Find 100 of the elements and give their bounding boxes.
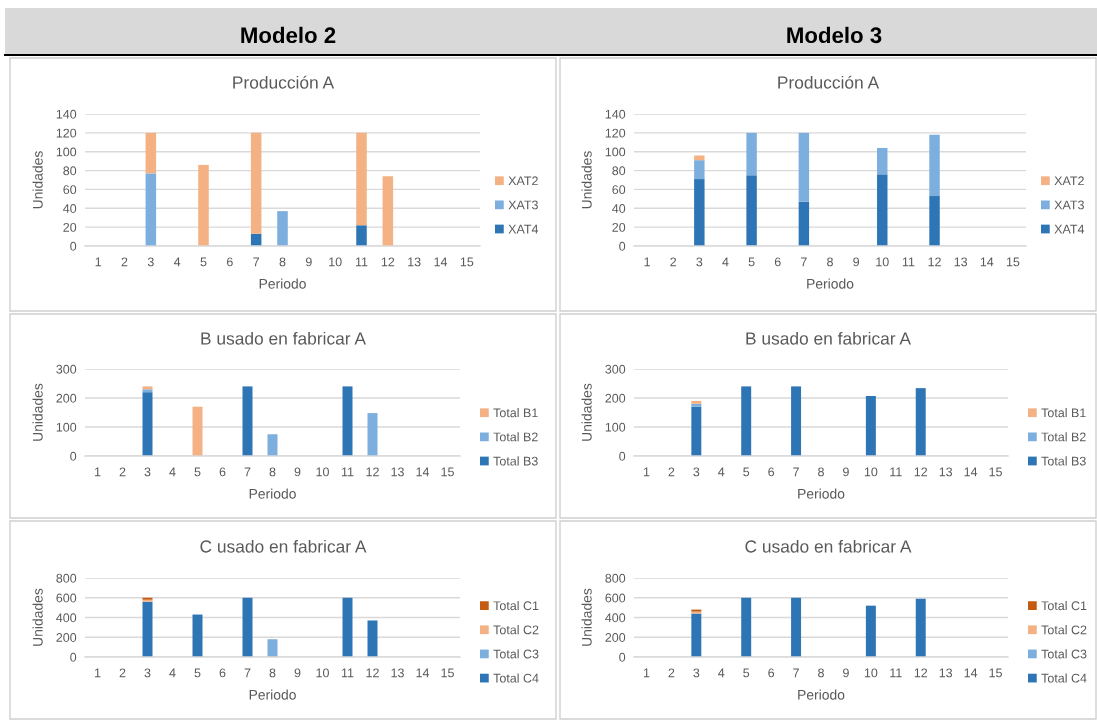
legend-label: Total C4 <box>493 673 539 683</box>
y-tick-label: 120 <box>605 128 626 138</box>
x-tick-label: 9 <box>853 257 860 267</box>
bar <box>356 132 367 226</box>
x-tick-label: 6 <box>768 668 775 678</box>
bar <box>929 134 940 197</box>
legend-label: XAT3 <box>508 200 538 210</box>
x-tick-label: 2 <box>119 467 126 477</box>
text: Modelo 2 <box>241 26 336 44</box>
x-tick-label: 12 <box>381 257 395 267</box>
bar <box>694 179 705 246</box>
x-tick-label: 15 <box>460 257 474 267</box>
legend-label: Total C1 <box>493 600 539 611</box>
legend-label: XAT2 <box>508 176 538 186</box>
x-tick-label: 4 <box>169 467 176 477</box>
y-tick-label: 800 <box>605 573 626 583</box>
legend-label: Total C2 <box>493 625 539 635</box>
x-tick-label: 7 <box>244 668 251 678</box>
x-tick-label: 7 <box>253 257 260 267</box>
x-tick-label: 3 <box>696 257 703 267</box>
x-tick-label: 12 <box>914 668 928 678</box>
y-axis-title: Unidades <box>581 151 592 209</box>
legend-label: Total C3 <box>1041 649 1087 659</box>
x-tick-label: 4 <box>722 257 729 267</box>
bar <box>746 132 757 176</box>
legend-label: Total B1 <box>1041 408 1086 418</box>
x-tick-label: 15 <box>1006 257 1020 267</box>
x-tick-label: 6 <box>226 257 233 267</box>
y-tick-label: 100 <box>605 422 626 432</box>
y-axis-title: Unidades <box>32 383 43 441</box>
x-tick-label: 6 <box>768 467 775 477</box>
bar <box>694 155 705 161</box>
bar <box>250 132 262 234</box>
x-tick-label: 7 <box>793 668 799 678</box>
y-tick-label: 400 <box>56 613 77 623</box>
x-tick-label: 3 <box>147 257 154 267</box>
x-tick-label: 9 <box>294 467 301 477</box>
x-tick-label: 13 <box>391 668 404 678</box>
legend-label: Total B1 <box>493 408 538 418</box>
x-tick-label: 2 <box>668 467 675 477</box>
x-tick-label: 5 <box>748 257 755 267</box>
y-tick-label: 80 <box>63 166 77 176</box>
x-tick-label: 11 <box>890 467 902 477</box>
x-tick-label: 13 <box>939 467 953 477</box>
y-tick-label: 200 <box>56 633 77 642</box>
y-tick-label: 100 <box>56 147 77 157</box>
x-axis-title: Periodo <box>249 689 296 700</box>
y-tick-label: 800 <box>56 573 77 583</box>
x-tick-label: 13 <box>391 467 404 477</box>
x-tick-label: 6 <box>774 257 781 267</box>
x-tick-label: 12 <box>366 467 379 477</box>
bar <box>877 174 888 246</box>
y-axis-title: Unidades <box>581 383 592 441</box>
x-tick-label: 1 <box>643 668 650 678</box>
x-tick-label: 14 <box>416 467 430 477</box>
x-tick-label: 4 <box>718 467 725 477</box>
bar <box>741 386 752 456</box>
y-tick-label: 60 <box>63 185 77 195</box>
x-tick-label: 5 <box>743 467 750 477</box>
y-tick-label: 0 <box>619 241 626 251</box>
y-tick-label: 200 <box>605 633 626 642</box>
x-tick-label: 1 <box>94 467 101 477</box>
x-tick-label: 4 <box>169 668 176 678</box>
bar <box>142 601 153 657</box>
x-tick-label: 13 <box>408 257 421 267</box>
x-tick-label: 2 <box>119 668 126 678</box>
x-tick-label: 12 <box>914 467 928 477</box>
legend-label: XAT4 <box>508 224 539 234</box>
y-tick-label: 0 <box>619 451 626 461</box>
x-tick-label: 9 <box>294 668 301 678</box>
y-tick-label: 40 <box>63 204 77 213</box>
y-tick-label: 600 <box>605 593 626 603</box>
x-tick-label: 3 <box>693 668 700 678</box>
legend-label: Total C4 <box>1041 673 1087 683</box>
y-tick-label: 200 <box>56 393 77 403</box>
bar <box>145 173 157 246</box>
x-tick-label: 9 <box>843 467 849 477</box>
bar <box>342 386 353 456</box>
bar <box>865 395 876 456</box>
x-tick-label: 8 <box>818 668 824 678</box>
x-tick-label: 15 <box>441 668 454 678</box>
y-tick-label: 0 <box>619 652 626 662</box>
x-tick-label: 11 <box>890 668 902 678</box>
x-tick-label: 4 <box>173 257 181 267</box>
x-tick-label: 9 <box>305 257 312 267</box>
bar <box>242 597 253 657</box>
chart-title: C usado en fabricar A <box>745 539 912 553</box>
x-axis-title: Periodo <box>798 689 845 700</box>
x-tick-label: 8 <box>279 257 286 267</box>
y-tick-label: 20 <box>612 222 626 232</box>
bar <box>798 201 810 246</box>
x-tick-label: 5 <box>194 668 201 678</box>
bar <box>267 434 278 456</box>
x-tick-label: 6 <box>219 668 226 678</box>
bar <box>915 598 926 657</box>
legend-label: XAT4 <box>1054 224 1085 234</box>
legend-label: Total B3 <box>1041 456 1086 466</box>
x-tick-label: 14 <box>416 668 430 678</box>
x-tick-label: 14 <box>434 257 448 267</box>
legend-label: Total C3 <box>493 649 539 659</box>
